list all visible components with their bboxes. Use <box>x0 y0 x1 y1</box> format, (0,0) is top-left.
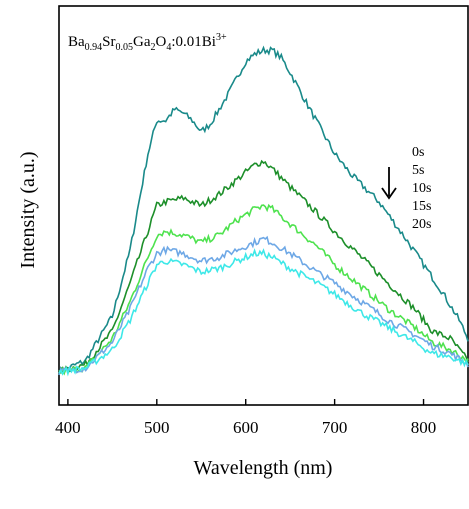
x-tick-label-500: 500 <box>144 418 170 437</box>
composition-part-2: Sr <box>102 34 115 50</box>
composition-part-0: Ba <box>68 34 85 50</box>
series-line-20s <box>58 248 469 377</box>
legend-label-15s: 15s <box>412 199 431 214</box>
plot-frame <box>58 5 469 406</box>
composition-part-5: 2 <box>151 42 156 53</box>
composition-part-4: Ga <box>133 34 151 50</box>
x-tick-label-800: 800 <box>411 418 437 437</box>
composition-part-9: 3+ <box>216 32 227 43</box>
legend-label-20s: 20s <box>412 217 431 232</box>
series-line-15s <box>58 235 469 376</box>
legend-label-5s: 5s <box>412 163 424 178</box>
x-tick-label-700: 700 <box>322 418 348 437</box>
series-line-0s <box>58 45 469 376</box>
x-tick-label-600: 600 <box>233 418 259 437</box>
composition-part-3: 0.05 <box>116 42 134 53</box>
legend: 0s 5s 10s 15s 20s <box>381 145 431 232</box>
legend-label-10s: 10s <box>412 181 431 196</box>
composition-part-7: 4 <box>166 42 171 53</box>
series-line-5s <box>58 159 469 376</box>
x-axis-label: Wavelength (nm) <box>194 457 333 479</box>
composition-part-1: 0.94 <box>85 42 103 53</box>
y-axis-label: Intensity (a.u.) <box>17 151 39 268</box>
composition-part-6: O <box>156 34 167 50</box>
series-line-10s <box>58 203 469 376</box>
down-arrow-icon <box>381 167 397 200</box>
series-layer <box>58 45 469 377</box>
x-ticks: 400 500 600 700 800 <box>55 399 436 437</box>
x-tick-label-400: 400 <box>55 418 81 437</box>
composition-part-8: :0.01Bi <box>171 34 216 50</box>
composition-label: Ba0.94Sr0.05Ga2O4:0.01Bi3+ <box>68 32 227 53</box>
legend-label-0s: 0s <box>412 145 424 160</box>
